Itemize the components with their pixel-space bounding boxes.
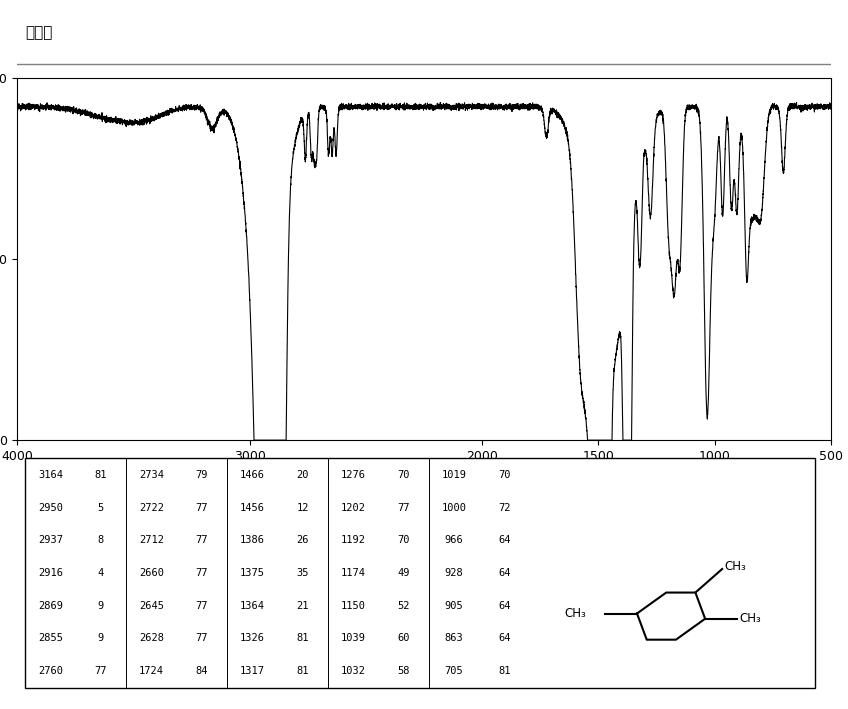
Text: 5: 5 bbox=[98, 503, 104, 513]
Text: 4: 4 bbox=[98, 568, 104, 578]
Text: 1150: 1150 bbox=[341, 601, 365, 610]
Text: 1326: 1326 bbox=[240, 633, 265, 644]
Text: 9: 9 bbox=[98, 633, 104, 644]
Text: 77: 77 bbox=[196, 503, 208, 513]
Text: 49: 49 bbox=[398, 568, 410, 578]
Text: 2937: 2937 bbox=[38, 535, 63, 545]
Text: 58: 58 bbox=[398, 666, 410, 676]
Text: 21: 21 bbox=[297, 601, 309, 610]
Text: 70: 70 bbox=[398, 535, 410, 545]
Text: 77: 77 bbox=[95, 666, 107, 676]
Text: 928: 928 bbox=[444, 568, 464, 578]
Text: 60: 60 bbox=[398, 633, 410, 644]
Text: 1039: 1039 bbox=[341, 633, 365, 644]
Text: 9: 9 bbox=[98, 601, 104, 610]
Text: CH₃: CH₃ bbox=[564, 607, 586, 620]
Text: 70: 70 bbox=[499, 470, 510, 480]
Text: 2712: 2712 bbox=[139, 535, 164, 545]
Text: 77: 77 bbox=[196, 601, 208, 610]
Text: CH₃: CH₃ bbox=[739, 613, 761, 625]
Text: 2869: 2869 bbox=[38, 601, 63, 610]
Text: 64: 64 bbox=[499, 535, 510, 545]
Text: 1000: 1000 bbox=[442, 503, 466, 513]
Text: 1375: 1375 bbox=[240, 568, 265, 578]
Text: 1192: 1192 bbox=[341, 535, 365, 545]
Text: 2628: 2628 bbox=[139, 633, 164, 644]
Text: 8: 8 bbox=[98, 535, 104, 545]
Text: 52: 52 bbox=[398, 601, 410, 610]
Text: 2645: 2645 bbox=[139, 601, 164, 610]
Text: 1276: 1276 bbox=[341, 470, 365, 480]
Text: 72: 72 bbox=[499, 503, 510, 513]
Text: 1456: 1456 bbox=[240, 503, 265, 513]
Text: 81: 81 bbox=[499, 666, 510, 676]
Text: 79: 79 bbox=[196, 470, 208, 480]
Text: 2855: 2855 bbox=[38, 633, 63, 644]
Text: 64: 64 bbox=[499, 601, 510, 610]
Text: 1019: 1019 bbox=[442, 470, 466, 480]
Text: 1364: 1364 bbox=[240, 601, 265, 610]
Text: 1032: 1032 bbox=[341, 666, 365, 676]
Text: 2916: 2916 bbox=[38, 568, 63, 578]
Text: 77: 77 bbox=[196, 633, 208, 644]
Text: 77: 77 bbox=[196, 535, 208, 545]
Text: 2660: 2660 bbox=[139, 568, 164, 578]
Text: 12: 12 bbox=[297, 503, 309, 513]
Text: 81: 81 bbox=[297, 633, 309, 644]
Text: 863: 863 bbox=[444, 633, 464, 644]
Text: 1174: 1174 bbox=[341, 568, 365, 578]
Text: 81: 81 bbox=[297, 666, 309, 676]
Text: 77: 77 bbox=[196, 568, 208, 578]
Text: 3164: 3164 bbox=[38, 470, 63, 480]
Text: 1466: 1466 bbox=[240, 470, 265, 480]
Text: 1724: 1724 bbox=[139, 666, 164, 676]
Text: 84: 84 bbox=[196, 666, 208, 676]
Text: 2950: 2950 bbox=[38, 503, 63, 513]
Text: CH₃: CH₃ bbox=[724, 560, 746, 573]
Text: 26: 26 bbox=[297, 535, 309, 545]
Text: 1202: 1202 bbox=[341, 503, 365, 513]
Text: 705: 705 bbox=[444, 666, 464, 676]
Text: 2760: 2760 bbox=[38, 666, 63, 676]
Text: 2722: 2722 bbox=[139, 503, 164, 513]
Text: 70: 70 bbox=[398, 470, 410, 480]
Text: 薄膜法: 薄膜法 bbox=[25, 25, 53, 40]
Text: 77: 77 bbox=[398, 503, 410, 513]
Text: 35: 35 bbox=[297, 568, 309, 578]
Text: 966: 966 bbox=[444, 535, 464, 545]
Text: 1317: 1317 bbox=[240, 666, 265, 676]
X-axis label: 波数/cm⁻¹: 波数/cm⁻¹ bbox=[396, 466, 452, 479]
Text: 1386: 1386 bbox=[240, 535, 265, 545]
Text: 20: 20 bbox=[297, 470, 309, 480]
Text: 64: 64 bbox=[499, 568, 510, 578]
Text: 81: 81 bbox=[95, 470, 107, 480]
Text: 905: 905 bbox=[444, 601, 464, 610]
Text: 64: 64 bbox=[499, 633, 510, 644]
Text: 2734: 2734 bbox=[139, 470, 164, 480]
